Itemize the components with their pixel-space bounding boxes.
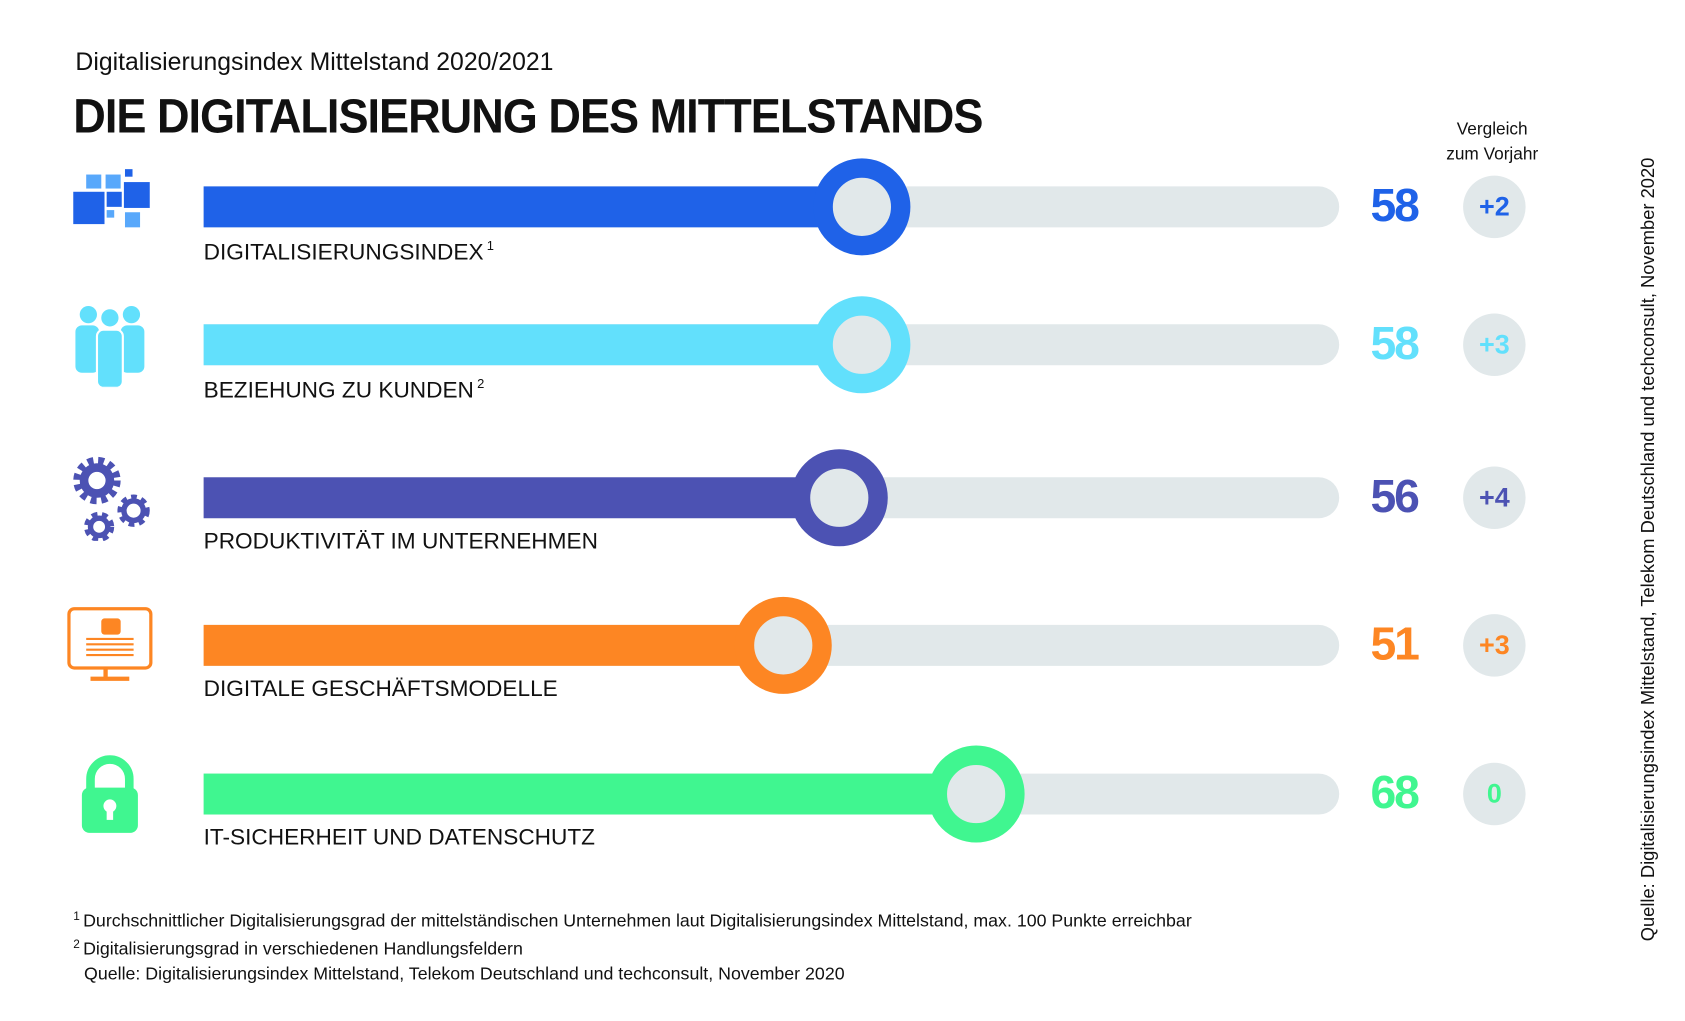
change-badge: +2: [1463, 175, 1526, 239]
comparison-header-line2: zum Vorjahr: [1446, 145, 1539, 164]
lock-icon: [67, 751, 153, 837]
bar-label-text: PRODUKTIVITÄT IM UNTERNEHMEN: [203, 529, 598, 554]
bar-knob: [734, 596, 832, 694]
page-title: DIE DIGITALISIERUNG DES MITTELSTANDS: [73, 88, 983, 144]
bar-fill: [203, 477, 840, 519]
people-icon: [67, 302, 153, 389]
footnote-source: Quelle: Digitalisierungsindex Mittelstan…: [84, 964, 845, 984]
value-label: 56: [1370, 470, 1420, 523]
bar-knob: [813, 158, 911, 256]
bar-label: DIGITALISIERUNGSINDEX 1: [204, 238, 494, 266]
monitor-icon: [67, 602, 153, 688]
bar-label-text: DIGITALISIERUNGSINDEX: [203, 240, 484, 266]
bar-label: BEZIEHUNG ZU KUNDEN 2: [204, 376, 485, 404]
comparison-header: Vergleich zum Vorjahr: [1428, 117, 1557, 167]
bar-label: PRODUKTIVITÄT IM UNTERNEHMEN: [204, 529, 598, 555]
bar-label-text: BEZIEHUNG ZU KUNDEN: [203, 378, 474, 403]
bar-fill: [203, 186, 863, 228]
change-badge: +4: [1463, 466, 1526, 530]
footnote-mark: 2: [477, 376, 485, 392]
footnote-2: 2 Digitalisierungsgrad in verschiedenen H…: [73, 938, 523, 960]
bar-fill: [203, 624, 783, 666]
gears-icon: [67, 455, 153, 542]
footnote-2-mark: 2: [73, 938, 80, 952]
footnote-1-mark: 1: [73, 910, 80, 924]
squares-icon: [67, 164, 153, 250]
bar-knob: [813, 296, 911, 394]
bar-label-text: IT-SICHERHEIT UND DATENSCHUTZ: [203, 825, 595, 851]
footnote-2-text: Digitalisierungsgrad in verschiedenen Ha…: [83, 939, 523, 959]
bar-knob: [791, 449, 889, 547]
side-source: Quelle: Digitalisierungsindex Mittelstan…: [1637, 157, 1659, 942]
footnote-1-text: Durchschnittlicher Digitalisierungsgrad …: [83, 911, 1192, 931]
value-label: 68: [1370, 767, 1420, 819]
change-badge: +3: [1463, 313, 1526, 377]
comparison-header-line1: Vergleich: [1456, 120, 1528, 139]
value-label: 58: [1370, 179, 1420, 232]
bar-label: DIGITALE GESCHÄFTSMODELLE: [204, 677, 558, 703]
value-label: 58: [1370, 317, 1420, 370]
footnote-mark: 1: [486, 238, 495, 254]
bar-knob: [927, 745, 1025, 843]
change-badge: +3: [1463, 614, 1526, 677]
footnote-1: 1 Durchschnittlicher Digitalisierungsgrad…: [73, 910, 1191, 932]
bar-fill: [203, 324, 863, 366]
bar-label-text: DIGITALE GESCHÄFTSMODELLE: [203, 676, 558, 702]
change-badge: 0: [1463, 762, 1526, 826]
subtitle: Digitalisierungsindex Mittelstand 2020/2…: [75, 47, 554, 76]
bar-fill: [203, 773, 976, 815]
value-label: 51: [1370, 618, 1420, 671]
bar-label: IT-SICHERHEIT UND DATENSCHUTZ: [204, 825, 595, 851]
